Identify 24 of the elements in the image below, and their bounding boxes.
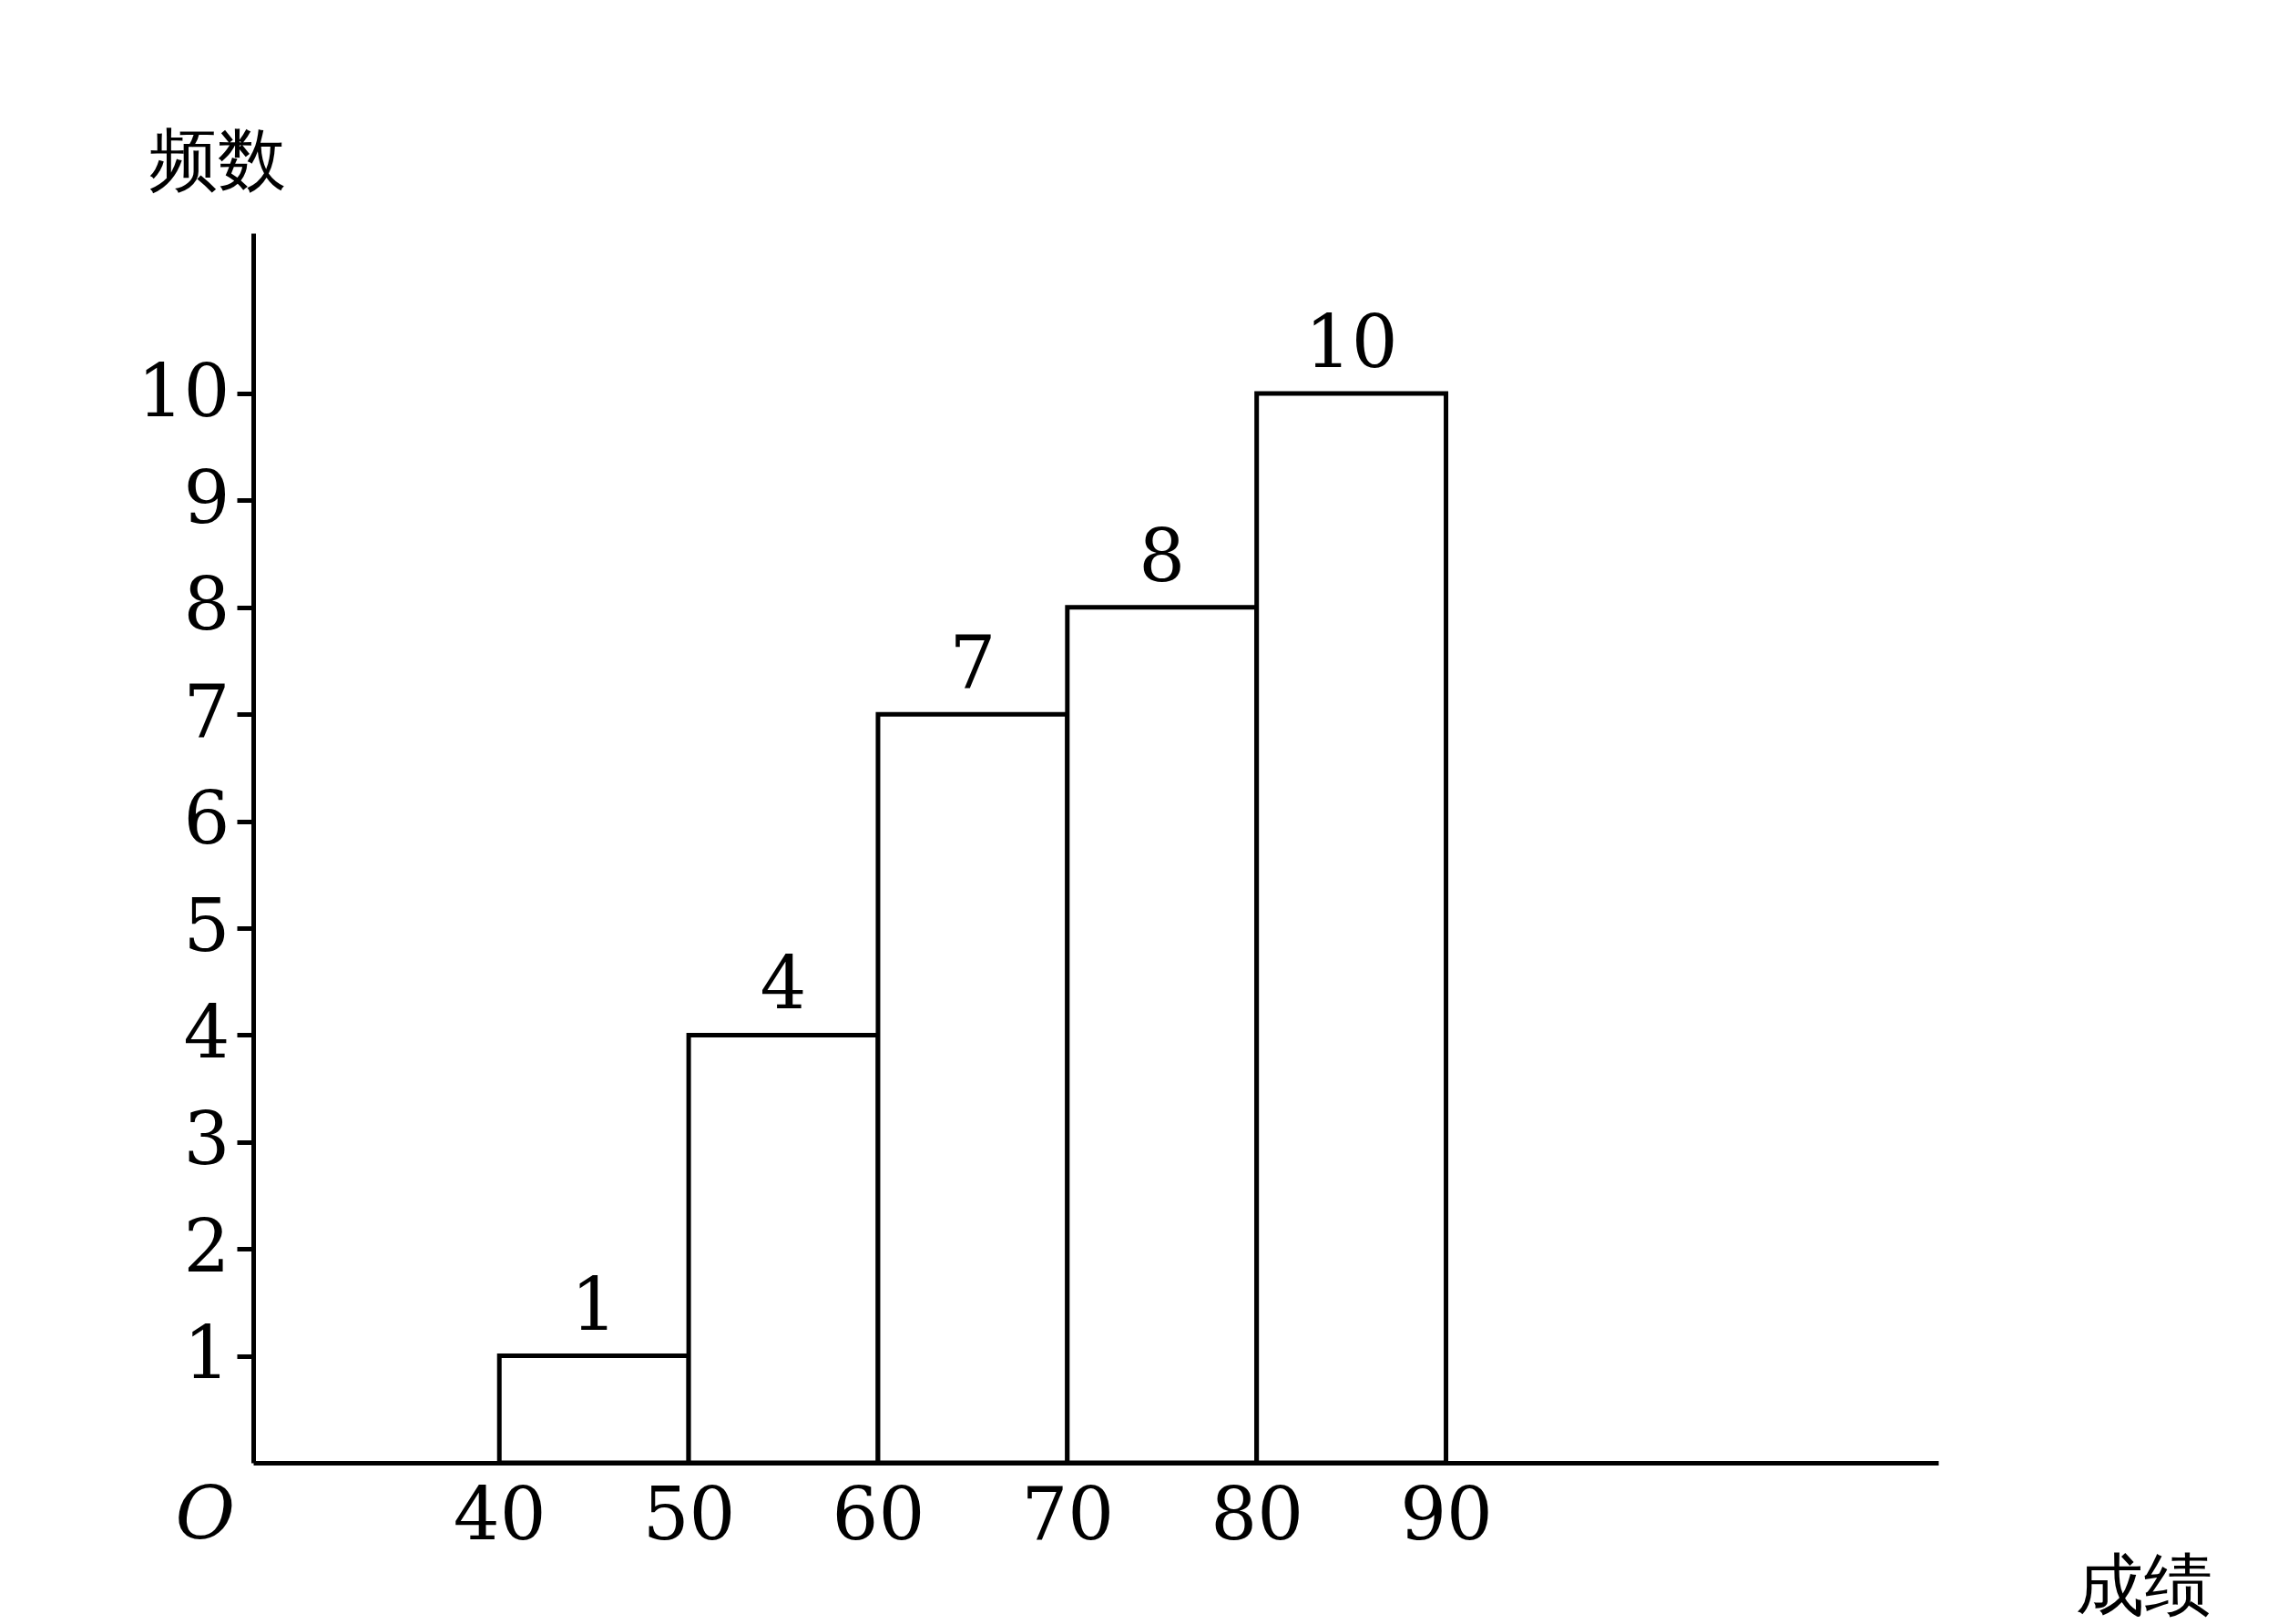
y-tick-label: 3 xyxy=(183,1097,230,1182)
x-tick-label: 40 xyxy=(453,1471,547,1557)
y-tick-label: 4 xyxy=(183,989,230,1075)
y-tick-label: 2 xyxy=(183,1203,230,1289)
x-tick-label: 50 xyxy=(642,1471,736,1557)
x-axis-title: 成绩 xyxy=(2075,1544,2212,1624)
y-axis-title: 频数 xyxy=(148,118,286,199)
x-tick-label: 60 xyxy=(832,1471,925,1557)
x-tick-label: 90 xyxy=(1400,1471,1493,1557)
data-label: 10 xyxy=(1304,300,1398,385)
y-tick-label: 10 xyxy=(137,348,230,434)
x-tick-label: 70 xyxy=(1021,1471,1115,1557)
data-label: 8 xyxy=(1139,513,1186,598)
y-tick-label: 8 xyxy=(183,562,230,648)
y-tick-label: 1 xyxy=(183,1311,230,1396)
y-tick-label: 6 xyxy=(183,776,230,862)
y-tick-label: 5 xyxy=(183,883,230,968)
text: O xyxy=(175,1471,235,1556)
data-label: 7 xyxy=(949,620,996,706)
y-tick-label: 7 xyxy=(183,669,230,754)
data-label: 4 xyxy=(760,941,807,1026)
x-tick-label: 80 xyxy=(1211,1471,1304,1557)
data-label: 1 xyxy=(570,1261,618,1347)
y-tick-label: 9 xyxy=(183,455,230,540)
